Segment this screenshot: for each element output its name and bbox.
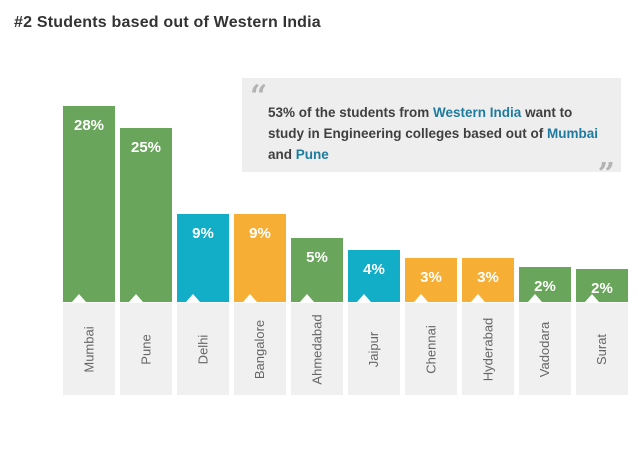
bar-notch-icon	[414, 294, 428, 302]
x-label: Ahmedabad	[309, 313, 325, 385]
x-label: Vadodara	[537, 321, 553, 377]
bar-notch-icon	[471, 294, 485, 302]
close-quote-icon: ”	[597, 157, 615, 192]
quote-highlight: Western India	[433, 105, 522, 120]
bar-notch-icon	[129, 294, 143, 302]
bar-column-mumbai: 28% Mumbai	[63, 106, 115, 395]
bar-hyderabad: 3%	[462, 258, 514, 302]
bar-notch-icon	[300, 294, 314, 302]
bar-notch-icon	[585, 294, 599, 302]
quote-plain: 53% of the students from	[268, 105, 434, 120]
bar-jaipur: 4%	[348, 250, 400, 302]
quote-highlight: Pune	[295, 147, 329, 162]
quote-plain: want to study in Engineering colleges ba…	[268, 105, 573, 141]
quote-text: 53% of the students from Western India w…	[268, 102, 604, 165]
x-label-tab-jaipur: Jaipur	[348, 303, 400, 395]
x-label: Hyderabad	[480, 317, 496, 381]
bar-delhi: 9%	[177, 214, 229, 302]
bar-notch-icon	[186, 294, 200, 302]
bar-column-ahmedabad: 5% Ahmedabad	[291, 238, 343, 395]
bar-column-delhi: 9% Delhi	[177, 214, 229, 395]
value-label: 5%	[306, 249, 328, 266]
bar-notch-icon	[528, 294, 542, 302]
quote-highlight: Mumbai	[547, 126, 599, 141]
page-title: #2 Students based out of Western India	[14, 14, 321, 31]
x-label-tab-hyderabad: Hyderabad	[462, 303, 514, 395]
quote-plain: and	[268, 147, 296, 162]
bar-notch-icon	[243, 294, 257, 302]
x-label-tab-ahmedabad: Ahmedabad	[291, 303, 343, 395]
x-label-tab-bangalore: Bangalore	[234, 303, 286, 395]
x-label: Bangalore	[252, 319, 268, 379]
x-label-tab-vadodara: Vadodara	[519, 303, 571, 395]
value-label: 25%	[130, 139, 162, 156]
bar-vadodara: 2%	[519, 267, 571, 302]
value-label: 4%	[363, 261, 385, 278]
bar-column-hyderabad: 3% Hyderabad	[462, 258, 514, 395]
bar-pune: 25%	[120, 128, 172, 302]
bar-bangalore: 9%	[234, 214, 286, 302]
bar-notch-icon	[357, 294, 371, 302]
x-label-tab-surat: Surat	[576, 303, 628, 395]
value-label: 3%	[477, 269, 499, 286]
bar-column-vadodara: 2% Vadodara	[519, 267, 571, 395]
x-label: Pune	[138, 333, 154, 365]
value-label: 2%	[534, 278, 556, 295]
bar-notch-icon	[72, 294, 86, 302]
value-label: 2%	[591, 280, 613, 297]
bar-column-jaipur: 4% Jaipur	[348, 250, 400, 395]
bar-chennai: 3%	[405, 258, 457, 302]
value-label: 9%	[192, 225, 214, 242]
bar-mumbai: 28%	[63, 106, 115, 302]
x-label: Surat	[594, 333, 610, 365]
x-label: Delhi	[195, 334, 211, 364]
bar-column-bangalore: 9% Bangalore	[234, 214, 286, 395]
bar-column-pune: 25% Pune	[120, 128, 172, 395]
x-label-tab-delhi: Delhi	[177, 303, 229, 395]
bar-chart: 28% Mumbai 25% Pune 9% Delhi 9% Bangalore 5% Ahme…	[63, 0, 628, 395]
x-label: Chennai	[423, 324, 439, 374]
value-label: 3%	[420, 269, 442, 286]
open-quote-icon: “	[250, 79, 268, 114]
value-label: 28%	[73, 117, 105, 134]
bar-ahmedabad: 5%	[291, 238, 343, 302]
bar-column-chennai: 3% Chennai	[405, 258, 457, 395]
x-label-tab-chennai: Chennai	[405, 303, 457, 395]
x-label: Mumbai	[81, 325, 97, 373]
value-label: 9%	[249, 225, 271, 242]
x-label-tab-pune: Pune	[120, 303, 172, 395]
x-label-tab-mumbai: Mumbai	[63, 303, 115, 395]
bar-surat: 2%	[576, 269, 628, 302]
bar-column-surat: 2% Surat	[576, 269, 628, 395]
quote-callout: “ 53% of the students from Western India…	[242, 78, 621, 190]
x-label: Jaipur	[366, 331, 382, 367]
